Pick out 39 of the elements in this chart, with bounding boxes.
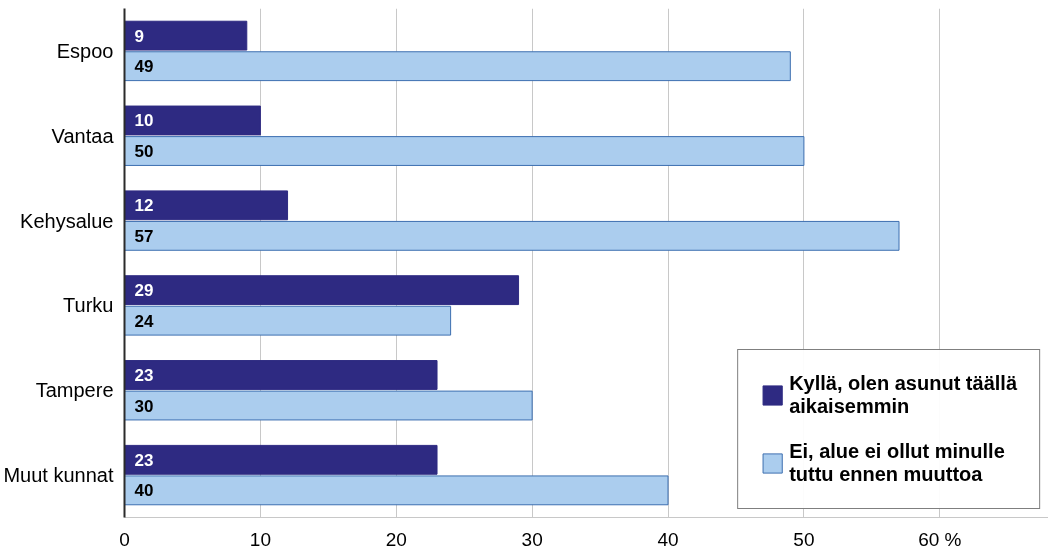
- legend-label: Kyllä, olen asunut täällä aikaisemmin: [789, 372, 1017, 418]
- data-label: 30: [134, 396, 154, 416]
- bar: [124, 20, 248, 51]
- bar: [124, 105, 261, 136]
- y-tick-label: Muut kunnat: [3, 464, 114, 487]
- bar: [124, 275, 520, 306]
- data-label: 12: [134, 196, 154, 216]
- data-label: 10: [134, 111, 154, 131]
- bar: [124, 475, 669, 506]
- data-label: 23: [134, 450, 154, 470]
- bar: [124, 51, 791, 82]
- y-tick-label: Espoo: [56, 39, 114, 62]
- y-tick-label: Turku: [63, 294, 114, 317]
- bar: [124, 444, 438, 475]
- y-tick-label: Vantaa: [51, 124, 115, 147]
- y-tick-label: Kehysalue: [20, 209, 114, 232]
- y-tick-label: Tampere: [35, 379, 114, 402]
- x-tick-label: 0: [119, 528, 130, 550]
- data-label: 40: [134, 481, 154, 501]
- bar: [124, 190, 289, 221]
- bar: [124, 390, 533, 421]
- x-tick-label: 60 %: [918, 528, 962, 550]
- bar: [124, 305, 452, 336]
- bar: [124, 136, 805, 166]
- legend-label: Ei, alue ei ollut minulle tuttu ennen muuttoa: [789, 440, 1005, 486]
- data-label: 49: [134, 57, 154, 77]
- bar: [124, 220, 900, 251]
- x-tick-label: 40: [657, 528, 679, 550]
- bar: [124, 360, 438, 390]
- x-tick-label: 30: [521, 528, 543, 550]
- data-label: 57: [134, 226, 154, 246]
- x-tick-label: 50: [793, 528, 815, 550]
- data-label: 9: [134, 26, 144, 46]
- data-label: 24: [134, 311, 154, 331]
- data-label: 29: [134, 281, 154, 301]
- data-label: 50: [134, 142, 154, 162]
- x-tick-label: 20: [385, 528, 407, 550]
- x-tick-label: 10: [249, 528, 271, 550]
- data-label: 23: [134, 365, 154, 385]
